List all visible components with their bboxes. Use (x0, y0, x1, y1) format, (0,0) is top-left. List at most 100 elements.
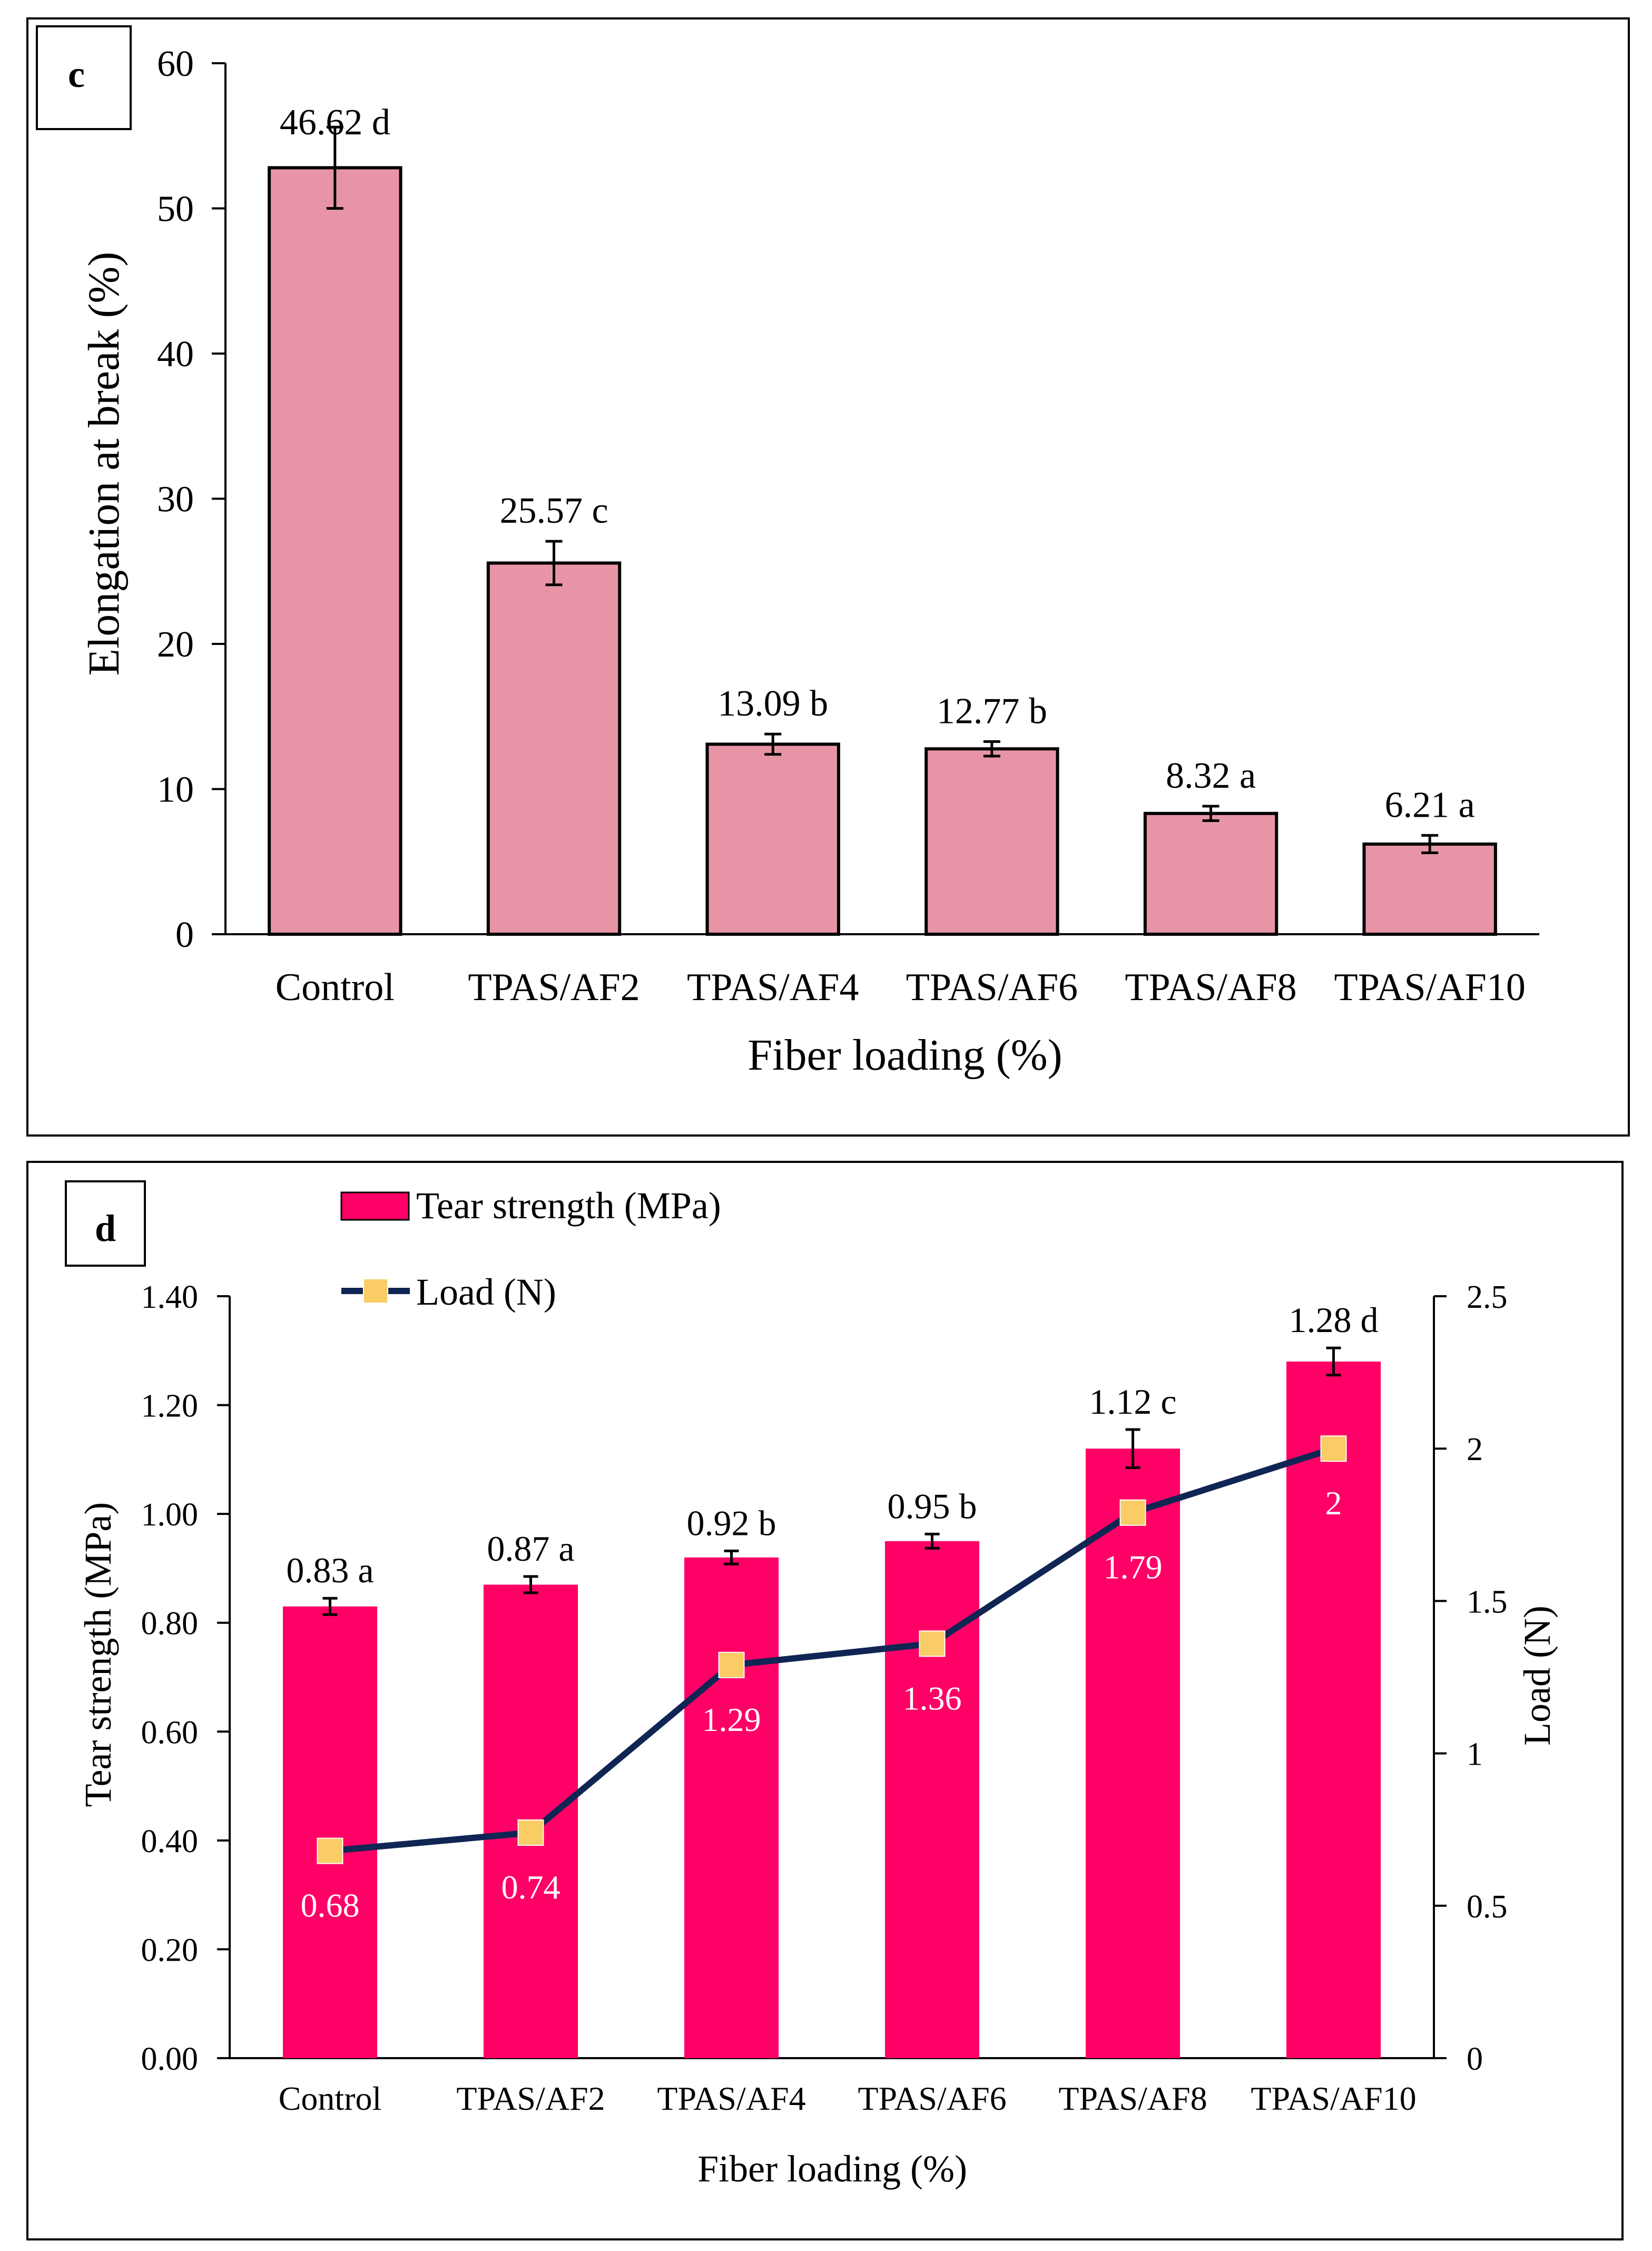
panel-c-y-tick-label: 20 (157, 624, 194, 665)
panel-c-data-label: 6.21 a (1385, 785, 1475, 825)
panel-c-frame (26, 17, 1630, 1137)
panel-d-x-tick-label: TPAS/AF4 (657, 2080, 805, 2117)
panel-d-load-marker (1320, 1435, 1347, 1462)
panel-d-error-bar (724, 1549, 739, 1565)
panel-c-y-tick-label: 30 (157, 479, 194, 520)
panel-c-error-bar (1202, 805, 1220, 823)
panel-d-load-marker (1119, 1499, 1146, 1526)
panel-d-left-tick-label: 1.40 (141, 1279, 199, 1315)
legend-label-tear-strength: Tear strength (MPa) (416, 1185, 721, 1227)
panel-d-bar (1085, 1449, 1181, 2058)
legend-marker-load (363, 1278, 388, 1304)
panel-c-x-tick-label: TPAS/AF10 (1334, 966, 1526, 1009)
panel-d-left-tick-label: 0.00 (141, 2041, 199, 2077)
panel-c-data-label: 13.09 b (717, 683, 828, 724)
panel-d-load-data-label: 0.68 (301, 1887, 360, 1924)
panel-c-y-tick-label: 50 (157, 189, 194, 230)
panel-d-error-bar (925, 1532, 940, 1550)
panel-d-bar (1286, 1361, 1381, 2058)
panel-d-load-marker (919, 1630, 946, 1657)
panel-d-x-axis-title: Fiber loading (%) (697, 2148, 967, 2190)
panel-d-error-bar (322, 1597, 338, 1616)
panel-d-tear-strength-chart: d Tear strength (MPa) Load (N) 0.00 0.20 0… (26, 1161, 1624, 2240)
panel-d-error-bar (523, 1575, 538, 1594)
panel-d-load-data-label: 2 (1325, 1484, 1342, 1522)
panel-c-error-bar (326, 125, 343, 210)
panel-c-bar (1362, 842, 1497, 936)
panel-d-error-bar (1326, 1346, 1341, 1377)
panel-d-left-tick-label: 0.40 (141, 1824, 199, 1859)
panel-d-left-tick-label: 1.20 (141, 1388, 199, 1424)
panel-d-x-tick-label: TPAS/AF2 (456, 2080, 605, 2117)
panel-c-bar (925, 747, 1059, 936)
legend-swatch-tear-strength (340, 1191, 410, 1221)
panel-d-bar (684, 1557, 779, 2058)
panel-d-x-tick-label: Control (279, 2080, 382, 2117)
panel-d-load-data-label: 1.79 (1104, 1549, 1163, 1586)
panel-c-error-bar (983, 740, 1000, 758)
panel-d-left-tick-label: 0.20 (141, 1932, 199, 1968)
panel-d-x-tick-label: TPAS/AF8 (1058, 2080, 1207, 2117)
panel-c-bar (1143, 811, 1279, 936)
panel-d-bar (282, 1606, 378, 2058)
panel-d-load-data-label: 0.74 (502, 1868, 560, 1906)
panel-c-y-tick-label: 0 (175, 915, 194, 955)
panel-d-left-tick-label: 0.80 (141, 1606, 199, 1642)
panel-c-data-label: 12.77 b (937, 691, 1047, 731)
panel-d-load-marker (317, 1837, 343, 1864)
legend-label-load: Load (N) (416, 1271, 556, 1313)
panel-d-bar-data-label: 1.28 d (1289, 1300, 1379, 1340)
panel-c-error-bar (764, 732, 782, 756)
panel-d-right-tick-label: 1 (1467, 1737, 1483, 1773)
panel-c-y-tick-label: 60 (157, 44, 194, 84)
panel-d-error-bar (1125, 1428, 1140, 1469)
panel-d-label-box (65, 1180, 146, 1267)
panel-d-load-marker (718, 1651, 745, 1678)
panel-d-bar-data-label: 1.12 c (1089, 1382, 1176, 1422)
panel-c-error-bar (545, 540, 563, 586)
panel-c-x-tick-label: TPAS/AF8 (1125, 966, 1296, 1009)
panel-d-bar-data-label: 0.92 b (687, 1503, 776, 1543)
panel-c-y-tick-label: 10 (157, 770, 194, 810)
panel-c-x-tick-label: TPAS/AF2 (468, 966, 640, 1009)
panel-c-x-tick-label: Control (276, 966, 395, 1009)
panel-c-bar (486, 561, 622, 936)
panel-d-bar-data-label: 0.83 a (286, 1550, 373, 1590)
panel-c-bar (268, 166, 402, 936)
panel-c-label-box (36, 25, 132, 130)
panel-d-bar-data-label: 0.87 a (487, 1529, 574, 1569)
panel-d-left-tick-label: 0.60 (141, 1715, 199, 1750)
panel-c-bar (705, 742, 840, 936)
panel-d-load-data-label: 1.29 (702, 1701, 761, 1738)
panel-c-x-tick-label: TPAS/AF4 (687, 966, 859, 1009)
panel-d-load-data-label: 1.36 (903, 1679, 962, 1717)
panel-c-data-label: 46.62 d (280, 102, 390, 143)
panel-d-right-tick-label: 0.5 (1467, 1889, 1508, 1925)
panel-d-load-marker (517, 1819, 544, 1846)
panel-d-bar (884, 1541, 980, 2058)
panel-c-data-label: 25.57 c (499, 491, 608, 531)
panel-d-bar-data-label: 0.95 b (888, 1486, 977, 1526)
panel-d-frame (26, 1161, 1624, 2240)
panel-d-y-axis-title: Tear strength (MPa) (77, 1502, 119, 1807)
panel-c-y-axis-title: Elongation at break (%) (80, 252, 129, 676)
panel-d-legend: Tear strength (MPa) Load (N) (340, 1185, 721, 1313)
panel-d-right-tick-label: 2.5 (1467, 1279, 1508, 1315)
panel-d-left-tick-label: 1.00 (141, 1497, 199, 1533)
panel-d-right-tick-label: 2 (1467, 1432, 1483, 1467)
panel-c-error-bar (1421, 834, 1439, 854)
panel-c-label: c (68, 53, 85, 95)
panel-d-load-line (329, 1445, 1335, 1854)
panel-d-label: d (95, 1207, 116, 1249)
panel-d-right-axis-title: Load (N) (1516, 1606, 1558, 1746)
panel-c-x-axis-title: Fiber loading (%) (748, 1031, 1062, 1080)
panel-d-right-tick-label: 1.5 (1467, 1584, 1508, 1620)
panel-d-x-tick-label: TPAS/AF6 (858, 2080, 1006, 2117)
panel-c-data-label: 8.32 a (1166, 756, 1256, 796)
panel-c-elongation-chart: c 0 10 20 30 40 50 60 46.62 d 25.57 c 13.09 b 12.… (26, 17, 1630, 1137)
panel-d-right-tick-label: 0 (1467, 2041, 1483, 2077)
panel-c-y-tick-label: 40 (157, 334, 194, 375)
panel-c-x-tick-label: TPAS/AF6 (906, 966, 1078, 1009)
panel-d-x-tick-label: TPAS/AF10 (1251, 2080, 1416, 2117)
